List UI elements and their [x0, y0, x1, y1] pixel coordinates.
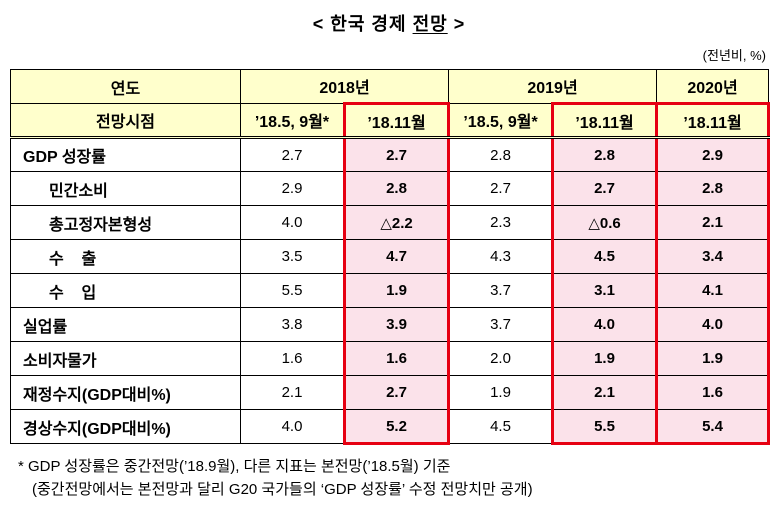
table-header-years: 연도 2018년 2019년 2020년 — [10, 69, 770, 104]
cell: 2.0 — [448, 341, 554, 376]
cell: 3.8 — [240, 307, 345, 342]
cell: 2.8 — [448, 137, 554, 172]
cell-highlight: 4.7 — [342, 239, 451, 274]
header-2019-nov: ’18.11월 — [551, 102, 659, 139]
cell-highlight: 4.1 — [655, 273, 771, 308]
title-prefix: < 한국 경제 — [312, 14, 413, 34]
table-row-unemployment: 실업률 3.8 3.9 3.7 4.0 4.0 — [10, 307, 771, 342]
row-label: 실업률 — [10, 307, 241, 342]
cell-highlight: 3.1 — [551, 273, 659, 308]
cell-highlight: 2.8 — [655, 171, 771, 206]
cell: 2.1 — [240, 375, 345, 410]
cell-highlight: 2.7 — [342, 375, 451, 410]
header-year-label: 연도 — [10, 69, 241, 104]
row-label: GDP 성장률 — [10, 137, 241, 172]
cell-highlight: 1.9 — [342, 273, 451, 308]
cell-highlight: 4.0 — [551, 307, 659, 342]
cell: 2.3 — [448, 205, 554, 240]
cell-highlight: 2.8 — [342, 171, 451, 206]
table-row-imports: 수 입 5.5 1.9 3.7 3.1 4.1 — [10, 273, 771, 308]
cell-highlight: 1.6 — [655, 375, 771, 410]
header-2018: 2018년 — [239, 69, 450, 104]
cell: 2.7 — [448, 171, 554, 206]
table-row-private-consumption: 민간소비 2.9 2.8 2.7 2.7 2.8 — [10, 171, 771, 206]
cell: 1.6 — [240, 341, 345, 376]
cell-highlight: 5.4 — [655, 409, 771, 445]
row-label: 수 출 — [10, 239, 241, 274]
row-label: 총고정자본형성 — [10, 205, 241, 240]
cell-highlight: 5.2 — [342, 409, 451, 445]
header-2019-prior: ’18.5, 9월* — [448, 103, 554, 139]
table-row-current-account: 경상수지(GDP대비%) 4.0 5.2 4.5 5.5 5.4 — [10, 409, 771, 445]
table-row-gross-fixed-capital: 총고정자본형성 4.0 △2.2 2.3 △0.6 2.1 — [10, 205, 771, 240]
row-label: 경상수지(GDP대비%) — [10, 409, 241, 444]
cell-highlight: 3.9 — [342, 307, 451, 342]
footnote-1: * GDP 성장률은 중간전망(’18.9월), 다른 지표는 본전망(’18.… — [18, 458, 451, 475]
cell-highlight: 2.8 — [551, 137, 659, 172]
header-2018-nov: ’18.11월 — [342, 102, 451, 139]
cell-highlight: 2.7 — [551, 171, 659, 206]
cell: 5.5 — [240, 273, 345, 308]
cell: 4.3 — [448, 239, 554, 274]
cell-highlight: 5.5 — [551, 409, 659, 445]
footnotes: * GDP 성장률은 중간전망(’18.9월), 다른 지표는 본전망(’18.… — [10, 455, 768, 502]
table-header-periods: 전망시점 ’18.5, 9월* ’18.11월 ’18.5, 9월* ’18.1… — [10, 102, 771, 139]
header-2019: 2019년 — [448, 69, 658, 104]
cell-highlight: 2.1 — [655, 205, 771, 240]
unit-note: (전년비, %) — [702, 48, 766, 63]
cell: 4.5 — [448, 409, 554, 444]
row-label: 소비자물가 — [10, 341, 241, 376]
table-row-cpi: 소비자물가 1.6 1.6 2.0 1.9 1.9 — [10, 341, 771, 376]
row-label: 재정수지(GDP대비%) — [10, 375, 241, 410]
cell: 3.7 — [448, 307, 554, 342]
cell-highlight: 3.4 — [655, 239, 771, 274]
cell: 4.0 — [240, 409, 345, 444]
cell-highlight: 1.9 — [551, 341, 659, 376]
cell-highlight: 2.9 — [655, 137, 771, 172]
cell: 1.9 — [448, 375, 554, 410]
cell-highlight: 4.5 — [551, 239, 659, 274]
cell-highlight: △2.2 — [342, 205, 451, 240]
header-forecast-label: 전망시점 — [10, 103, 241, 139]
title-suffix: > — [447, 14, 466, 34]
table-row-gdp-growth: GDP 성장률 2.7 2.7 2.8 2.8 2.9 — [10, 137, 771, 172]
row-label: 민간소비 — [10, 171, 241, 206]
cell: 3.7 — [448, 273, 554, 308]
header-2020-nov: ’18.11월 — [655, 102, 771, 139]
header-2018-prior: ’18.5, 9월* — [240, 103, 345, 139]
cell-highlight: △0.6 — [551, 205, 659, 240]
forecast-table: 연도 2018년 2019년 2020년 전망시점 ’18.5, 9월* ’18… — [10, 69, 771, 445]
header-2020: 2020년 — [656, 69, 770, 104]
page-title: < 한국 경제 전망 > — [10, 10, 768, 36]
row-label: 수 입 — [10, 273, 241, 308]
cell: 2.9 — [240, 171, 345, 206]
table-row-exports: 수 출 3.5 4.7 4.3 4.5 3.4 — [10, 239, 771, 274]
cell-highlight: 2.7 — [342, 137, 451, 172]
cell-highlight: 2.1 — [551, 375, 659, 410]
cell-highlight: 1.9 — [655, 341, 771, 376]
cell: 4.0 — [240, 205, 345, 240]
cell: 3.5 — [240, 239, 345, 274]
table-row-fiscal-balance: 재정수지(GDP대비%) 2.1 2.7 1.9 2.1 1.6 — [10, 375, 771, 410]
title-underlined: 전망 — [412, 14, 448, 34]
footnote-2: (중간전망에서는 본전망과 달리 G20 국가들의 ‘GDP 성장률’ 수정 전… — [32, 481, 533, 499]
cell: 2.7 — [240, 137, 345, 172]
cell-highlight: 4.0 — [655, 307, 771, 342]
cell-highlight: 1.6 — [342, 341, 451, 376]
